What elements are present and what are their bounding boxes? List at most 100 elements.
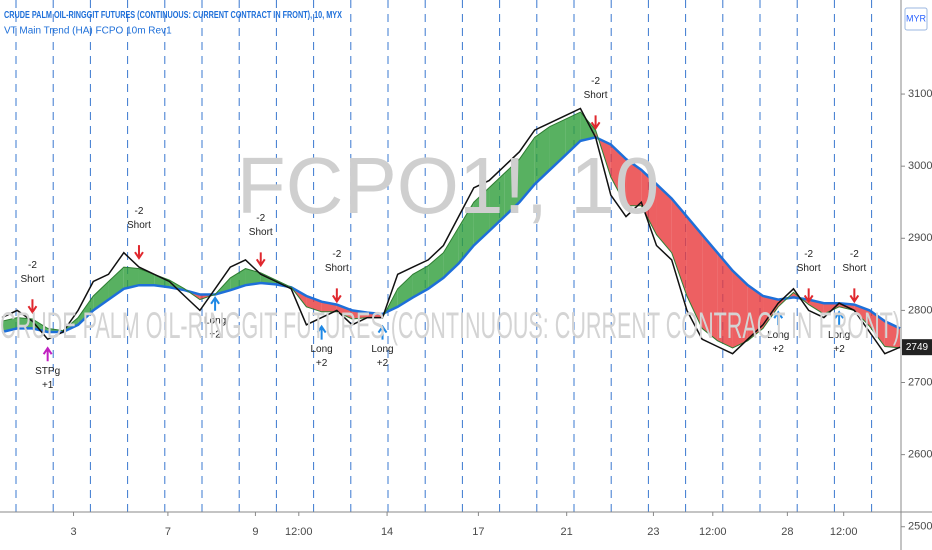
- trend-band: [580, 112, 596, 141]
- signal-label: +2: [377, 358, 389, 369]
- trend-band: [489, 173, 505, 232]
- signal-arrow: [134, 245, 144, 260]
- signal-arrow: [834, 310, 844, 326]
- signal: Long +2: [371, 324, 394, 369]
- trend-band: [78, 295, 94, 325]
- signal: Long +2: [204, 295, 226, 340]
- signal-arrow: [42, 346, 53, 362]
- currency-box[interactable]: [904, 7, 928, 31]
- last-price: 2749: [906, 342, 929, 353]
- chart-title: CRUDE PALM OIL-RINGGIT FUTURES (CONTINUO…: [4, 9, 342, 21]
- x-tick-label: 28: [781, 526, 793, 538]
- signal-label: Short: [20, 274, 44, 285]
- trend-band: [504, 158, 520, 217]
- signal-label: Short: [842, 263, 866, 274]
- x-tick-label: 12:00: [699, 526, 727, 538]
- watermark-name: CRUDE PALM OIL-RINGGIT FUTURES (CONTINUO…: [0, 305, 900, 346]
- trend-band: [230, 268, 246, 291]
- signal-label: -2: [256, 213, 265, 224]
- x-tick-label: 12:00: [830, 526, 858, 538]
- signal: Long +2: [767, 310, 789, 355]
- signal-label: Long: [311, 344, 333, 355]
- signal-label: -2: [135, 206, 144, 217]
- signal-arrow: [803, 288, 814, 304]
- signal-label: +1: [42, 380, 54, 391]
- signal: Long +2: [828, 310, 850, 355]
- trend-band: [534, 126, 550, 185]
- trend-band: [154, 274, 170, 288]
- trend-band: [626, 158, 642, 206]
- signal-arrow: [27, 299, 38, 315]
- signal: STPg +1: [35, 346, 60, 391]
- series-line: [1, 107, 901, 355]
- signal-label: -2: [28, 260, 37, 271]
- trend-band: [671, 198, 687, 296]
- signal-arrow: [210, 295, 220, 311]
- trend-band: [123, 267, 139, 289]
- signal-arrow: [773, 310, 784, 326]
- trend-band: [93, 281, 109, 311]
- x-tick-label: 14: [381, 526, 393, 538]
- signal: -2 Short: [20, 260, 45, 315]
- signal-arrow: [316, 324, 327, 340]
- signal: -2 Short: [842, 249, 867, 304]
- signal-arrow: [849, 288, 860, 304]
- x-tick-label: 3: [70, 526, 76, 538]
- signal-arrow: [255, 252, 266, 268]
- signal-arrow: [590, 115, 601, 131]
- trend-band: [656, 184, 672, 253]
- last-price-box: [902, 339, 932, 356]
- trend-band: [336, 304, 353, 320]
- signal-label: +2: [316, 358, 328, 369]
- trend-band: [138, 268, 155, 286]
- y-tick-label: 2500: [908, 521, 932, 533]
- signal: -2 Short: [249, 213, 273, 268]
- signal-label: Long: [204, 315, 226, 326]
- signal: -2 Short: [325, 249, 349, 304]
- trend-band: [17, 317, 33, 329]
- trend-band: [443, 227, 459, 278]
- trend-band: [412, 265, 429, 298]
- y-tick-label: 2900: [908, 232, 932, 244]
- series-line: [1, 135, 901, 334]
- signal: -2 Short: [127, 206, 151, 260]
- currency: MYR: [906, 13, 927, 23]
- signal: -2 Short: [797, 249, 821, 304]
- signal-label: -2: [804, 249, 813, 260]
- signal: -2 Short: [584, 76, 608, 131]
- x-tick-label: 7: [165, 526, 171, 538]
- x-tick-label: 12:00: [285, 526, 313, 538]
- x-tick-label: 17: [472, 526, 484, 538]
- signal-arrow: [332, 288, 342, 304]
- trend-band: [686, 216, 703, 329]
- signal: Long +2: [311, 324, 333, 369]
- trend-band: [473, 187, 490, 246]
- signal-label: +2: [209, 329, 221, 340]
- x-tick-label: 9: [252, 526, 258, 538]
- signal-label: +2: [773, 344, 785, 355]
- signal-label: Short: [584, 90, 608, 101]
- watermark-symbol: FCPO1!, 10: [237, 141, 659, 230]
- signal-label: Short: [325, 263, 349, 274]
- signal-label: -2: [591, 76, 600, 87]
- trend-band: [702, 234, 718, 341]
- trend-band: [641, 169, 657, 235]
- y-tick-label: 2600: [908, 449, 932, 461]
- signal-label: -2: [332, 249, 341, 260]
- x-tick-label: 21: [561, 526, 573, 538]
- y-tick-label: 3100: [908, 88, 932, 100]
- signal-label: -2: [850, 249, 859, 260]
- trend-band: [747, 285, 764, 341]
- trend-band: [717, 252, 733, 348]
- y-tick-label: 2800: [908, 304, 932, 316]
- signal-label: Long: [828, 330, 850, 341]
- trend-band: [549, 119, 566, 170]
- signal-label: Short: [797, 263, 821, 274]
- y-tick-label: 2700: [908, 376, 932, 388]
- signal-label: +2: [833, 344, 845, 355]
- indicator-name: VT Main Trend (HA) FCPO 10m Rev1: [4, 26, 172, 37]
- signal-label: Long: [371, 344, 393, 355]
- signal-label: Short: [127, 220, 151, 231]
- signal-label: Short: [249, 227, 273, 238]
